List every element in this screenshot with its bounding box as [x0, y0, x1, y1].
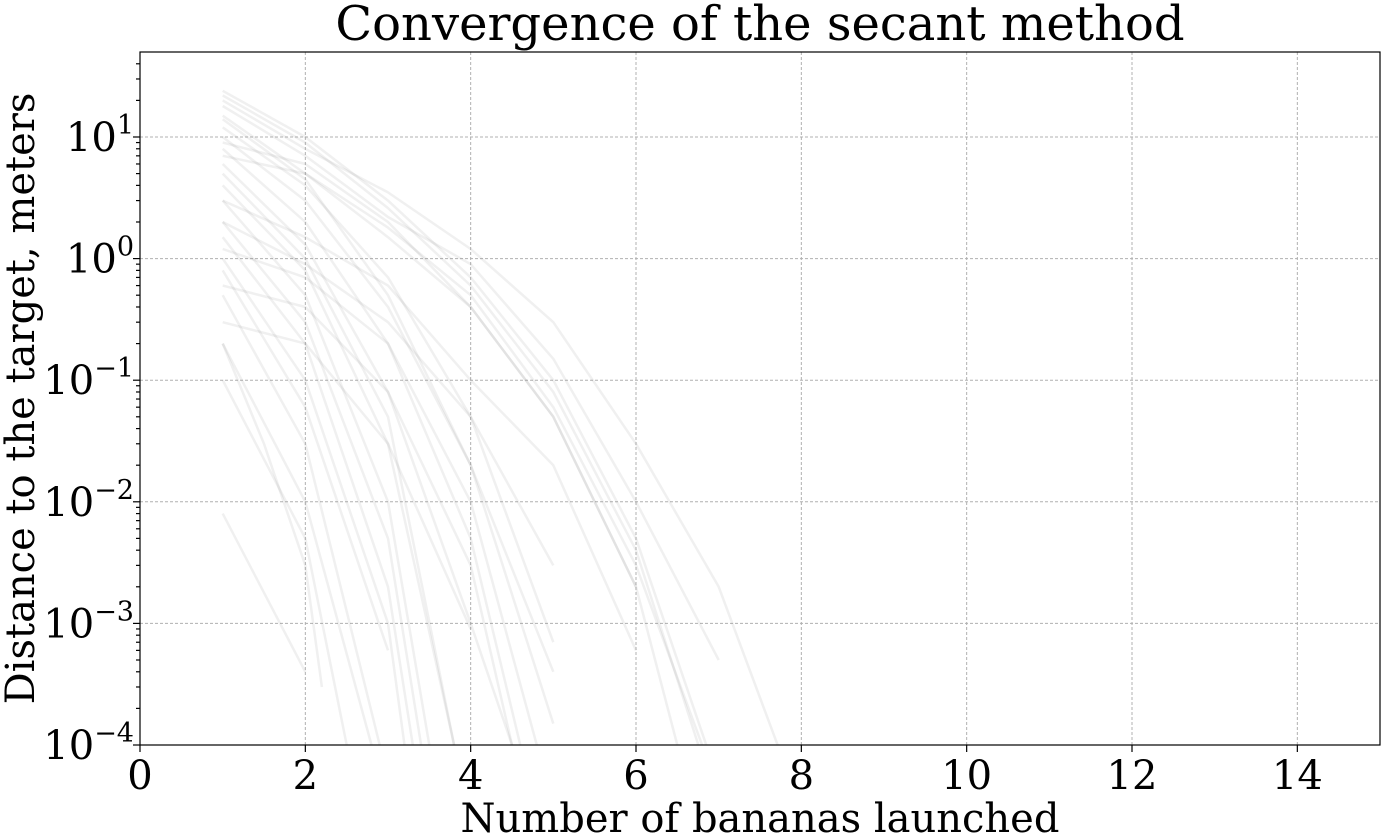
series-line	[222, 247, 539, 745]
series-line	[221, 199, 431, 745]
x-tick-label: 10	[941, 753, 992, 799]
x-axis-label: Number of bananas launched	[461, 796, 1060, 835]
series-line	[221, 343, 373, 745]
series-line	[221, 513, 307, 673]
series-line	[221, 184, 456, 745]
y-tick-label: 10−1	[43, 353, 134, 404]
series-line	[221, 221, 423, 745]
series-line	[221, 269, 390, 651]
series-line	[221, 172, 456, 745]
x-tick-label: 2	[293, 753, 318, 799]
x-tick-label: 14	[1272, 753, 1323, 799]
series-line	[221, 126, 555, 643]
y-tick-label: 10−3	[43, 596, 134, 647]
series-line	[222, 141, 679, 745]
series-line	[222, 220, 555, 567]
series-line	[221, 114, 638, 588]
series-line	[222, 104, 720, 661]
series-line	[222, 99, 779, 745]
series-line	[222, 89, 708, 745]
grid	[140, 52, 1380, 745]
x-tick-label: 8	[789, 753, 814, 799]
series-line	[221, 379, 348, 745]
series-line	[222, 320, 472, 630]
y-tick-label: 101	[66, 110, 134, 161]
x-tick-label: 6	[623, 753, 648, 799]
series-line	[221, 136, 555, 673]
series-line	[222, 199, 638, 651]
y-tick-label: 10−2	[43, 475, 134, 526]
y-tick-label: 10−4	[43, 718, 134, 769]
axis-ticks: 0 2 4 6 8 10 12 14 10−4 10−3 10−2 10−1 100 101	[43, 63, 1323, 799]
series-line	[221, 163, 514, 745]
series-lines	[221, 89, 779, 745]
chart-title: Convergence of the secant method	[335, 0, 1184, 52]
x-tick-label: 0	[127, 753, 152, 799]
series-line	[221, 147, 522, 745]
x-tick-label: 12	[1107, 753, 1158, 799]
series-line	[221, 257, 406, 745]
y-tick-label: 100	[66, 232, 134, 283]
series-line	[221, 294, 381, 745]
series-line	[221, 343, 324, 688]
x-tick-label: 4	[458, 753, 483, 799]
series-line	[222, 154, 704, 745]
series-line	[221, 236, 415, 745]
series-line	[222, 284, 514, 745]
series-line	[221, 118, 555, 724]
y-axis-label: Distance to the target, meters	[0, 93, 44, 705]
series-line	[222, 94, 700, 745]
